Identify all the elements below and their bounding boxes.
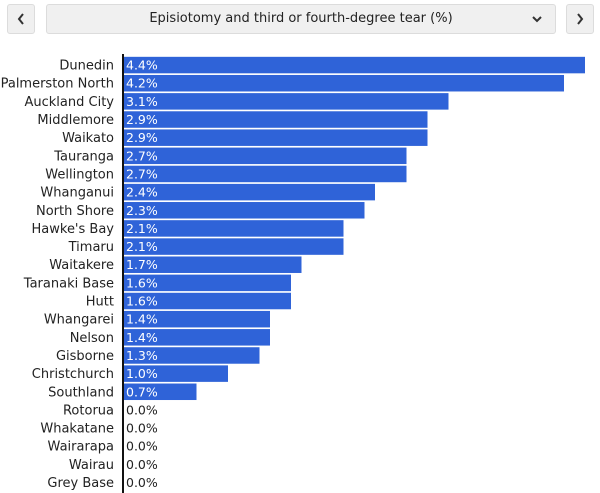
bar-value-label: 1.3% [126, 348, 158, 363]
bar-value-label: 1.4% [126, 312, 158, 327]
category-label: North Shore [36, 204, 114, 219]
bar-value-label: 0.0% [126, 402, 158, 417]
bar[interactable] [123, 383, 197, 401]
bar-value-label: 0.0% [126, 457, 158, 472]
bar-value-label: 0.0% [126, 439, 158, 454]
bar[interactable] [123, 111, 428, 128]
chevron-right-icon [577, 13, 584, 25]
category-label: Timaru [68, 240, 114, 255]
category-label: Waitakere [49, 258, 114, 273]
bar-value-label: 0.0% [126, 475, 158, 490]
bar-value-label: 2.7% [126, 148, 158, 163]
category-label: Nelson [70, 331, 114, 346]
bar[interactable] [123, 292, 291, 310]
bar[interactable] [123, 310, 270, 328]
bar[interactable] [123, 183, 375, 201]
selected-indicator-label: Episiotomy and third or fourth-degree te… [149, 11, 453, 26]
category-label: Grey Base [47, 476, 114, 491]
indicator-dropdown[interactable]: Episiotomy and third or fourth-degree te… [46, 4, 556, 34]
bar[interactable] [123, 74, 564, 92]
category-label: Waikato [62, 131, 114, 146]
bar-value-label: 2.1% [126, 221, 158, 236]
category-label: Whakatane [40, 422, 114, 437]
category-label: Gisborne [56, 349, 114, 364]
category-label: Rotorua [63, 403, 114, 418]
bar-value-label: 2.7% [126, 166, 158, 181]
bar-value-label: 1.0% [126, 366, 158, 381]
category-label: Southland [48, 385, 114, 400]
bar[interactable] [123, 220, 344, 237]
bar-value-label: 1.4% [126, 330, 158, 345]
prev-button[interactable] [7, 4, 35, 34]
bar-value-label: 3.1% [126, 94, 158, 109]
bar-value-label: 2.9% [126, 130, 158, 145]
category-label: Hawke's Bay [32, 222, 115, 237]
bar-value-label: 4.2% [126, 76, 158, 91]
category-label: Auckland City [25, 95, 115, 110]
category-label: Tauranga [53, 149, 114, 164]
category-label: Dunedin [59, 59, 114, 74]
bar-value-label: 2.1% [126, 239, 158, 254]
bar[interactable] [123, 347, 260, 364]
category-label: Wairau [69, 458, 114, 473]
bar[interactable] [123, 93, 449, 110]
category-label: Christchurch [32, 367, 114, 382]
bar[interactable] [123, 147, 407, 165]
bar[interactable] [123, 129, 428, 146]
chevron-down-icon [532, 16, 542, 23]
category-label: Whanganui [40, 186, 114, 201]
bar[interactable] [123, 256, 302, 273]
bar-value-label: 0.0% [126, 421, 158, 436]
bar[interactable] [123, 165, 407, 183]
bar[interactable] [123, 365, 228, 382]
bar[interactable] [123, 274, 291, 292]
bar[interactable] [123, 329, 270, 346]
category-label: Middlemore [37, 113, 114, 128]
next-button[interactable] [566, 4, 594, 34]
category-label: Palmerston North [1, 77, 114, 92]
category-label: Wairarapa [48, 440, 114, 455]
bar-value-label: 0.7% [126, 384, 158, 399]
bar-value-label: 4.4% [126, 58, 158, 73]
bar-value-label: 1.6% [126, 294, 158, 309]
bar[interactable] [123, 202, 365, 219]
chevron-left-icon [17, 13, 24, 25]
bar-value-label: 1.7% [126, 257, 158, 272]
bar[interactable] [123, 56, 585, 74]
category-label: Whangarei [44, 313, 114, 328]
category-label: Wellington [45, 167, 114, 182]
category-label: Hutt [86, 295, 114, 310]
bar-value-label: 1.6% [126, 275, 158, 290]
bar-value-label: 2.4% [126, 185, 158, 200]
bar-value-label: 2.9% [126, 112, 158, 127]
category-label: Taranaki Base [23, 276, 114, 291]
bar-value-label: 2.3% [126, 203, 158, 218]
bar[interactable] [123, 238, 344, 255]
